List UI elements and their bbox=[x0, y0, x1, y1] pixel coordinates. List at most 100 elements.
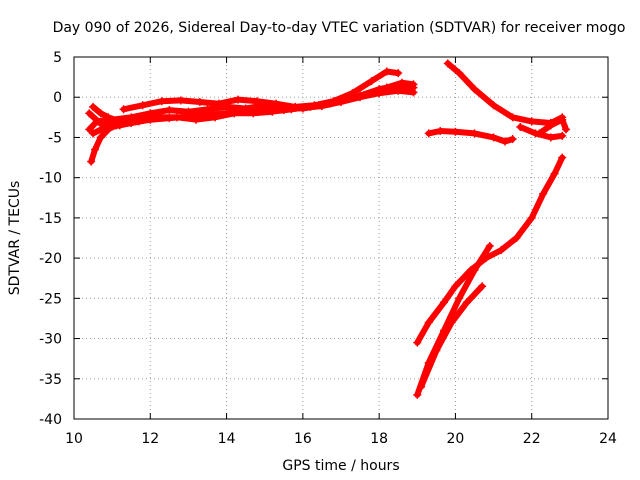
y-tick-label: -25 bbox=[39, 291, 62, 307]
data-point bbox=[432, 346, 441, 355]
data-point bbox=[558, 131, 567, 140]
y-tick-label: -10 bbox=[39, 171, 62, 187]
x-axis-label: GPS time / hours bbox=[282, 458, 399, 474]
data-point bbox=[424, 318, 433, 327]
x-tick-label: 10 bbox=[65, 431, 83, 447]
data-point bbox=[394, 86, 403, 95]
x-tick-label: 20 bbox=[447, 431, 465, 447]
data-point bbox=[413, 390, 422, 399]
data-point bbox=[329, 97, 338, 106]
data-point bbox=[436, 127, 445, 136]
y-tick-label: -35 bbox=[39, 372, 62, 388]
data-point bbox=[462, 298, 471, 307]
data-point bbox=[138, 101, 147, 110]
data-point bbox=[230, 109, 239, 118]
data-point bbox=[192, 115, 201, 124]
data-point bbox=[153, 113, 162, 122]
y-axis-label: SDTVAR / TECUs bbox=[7, 181, 23, 296]
data-point bbox=[439, 298, 448, 307]
x-tick-label: 22 bbox=[523, 431, 541, 447]
data-point bbox=[501, 137, 510, 146]
data-point bbox=[539, 189, 548, 198]
data-point bbox=[409, 80, 418, 89]
data-point bbox=[104, 125, 113, 134]
series-track-12 bbox=[418, 283, 486, 390]
x-tick-label: 14 bbox=[218, 431, 236, 447]
data-point bbox=[165, 106, 174, 115]
data-point bbox=[253, 97, 262, 106]
data-point bbox=[489, 133, 498, 142]
data-point bbox=[512, 234, 521, 242]
data-point bbox=[85, 109, 94, 118]
data-point bbox=[451, 282, 460, 291]
data-point bbox=[214, 99, 223, 108]
x-tick-label: 16 bbox=[294, 431, 312, 447]
data-point bbox=[497, 246, 506, 255]
data-point bbox=[527, 213, 536, 222]
series-track-8 bbox=[517, 124, 566, 141]
data-point bbox=[176, 96, 185, 105]
data-point bbox=[85, 125, 94, 134]
series-track-3 bbox=[120, 68, 402, 113]
data-point bbox=[272, 99, 281, 108]
data-point bbox=[268, 107, 277, 116]
data-point bbox=[249, 109, 258, 118]
chart-title: Day 090 of 2026, Sidereal Day-to-day VTE… bbox=[53, 20, 626, 36]
data-point bbox=[119, 105, 128, 114]
data-point bbox=[470, 266, 479, 275]
data-point bbox=[409, 88, 418, 97]
y-tick-label: -40 bbox=[39, 412, 62, 428]
data-point bbox=[455, 294, 464, 303]
data-point bbox=[562, 125, 571, 134]
data-point bbox=[478, 282, 487, 291]
data-point bbox=[413, 338, 422, 347]
data-point bbox=[89, 102, 98, 111]
data-point bbox=[96, 109, 105, 118]
y-tick-label: -20 bbox=[39, 251, 62, 267]
data-point bbox=[470, 129, 479, 138]
data-point bbox=[455, 69, 464, 78]
data-point bbox=[535, 129, 544, 138]
data-point bbox=[211, 113, 220, 122]
x-tick-label: 12 bbox=[141, 431, 159, 447]
data-point bbox=[424, 129, 433, 138]
data-point bbox=[90, 145, 99, 154]
x-tick-label: 24 bbox=[599, 431, 617, 447]
data-point bbox=[115, 117, 124, 126]
series-track-9 bbox=[536, 116, 569, 137]
y-tick-label: -30 bbox=[39, 332, 62, 348]
data-point bbox=[89, 129, 98, 138]
data-point bbox=[485, 242, 494, 251]
data-point bbox=[172, 113, 181, 122]
data-point bbox=[546, 121, 555, 130]
data-point bbox=[367, 77, 376, 86]
data-point bbox=[417, 382, 426, 391]
series-track-10 bbox=[414, 154, 566, 346]
y-tick-label: 0 bbox=[53, 90, 62, 106]
data-point bbox=[291, 102, 300, 111]
data-point bbox=[394, 69, 403, 78]
data-point bbox=[382, 67, 391, 76]
data-point bbox=[558, 153, 567, 162]
data-point bbox=[443, 59, 452, 68]
data-point bbox=[550, 169, 559, 178]
data-point bbox=[195, 98, 204, 107]
data-point bbox=[234, 95, 243, 104]
series-track-7 bbox=[425, 128, 516, 145]
data-point bbox=[546, 133, 555, 142]
y-tick-label: -5 bbox=[48, 130, 62, 146]
data-point bbox=[310, 101, 319, 110]
data-point bbox=[157, 97, 166, 106]
data-point bbox=[527, 117, 536, 126]
series-track-6 bbox=[444, 60, 566, 126]
data-point bbox=[451, 127, 460, 136]
data-point bbox=[398, 78, 407, 87]
data-point bbox=[87, 157, 96, 166]
data-point bbox=[134, 117, 143, 126]
data-point bbox=[516, 122, 525, 131]
data-point bbox=[348, 89, 357, 98]
data-point bbox=[508, 113, 517, 122]
plot-frame bbox=[73, 56, 609, 420]
series-track-5 bbox=[90, 103, 123, 125]
